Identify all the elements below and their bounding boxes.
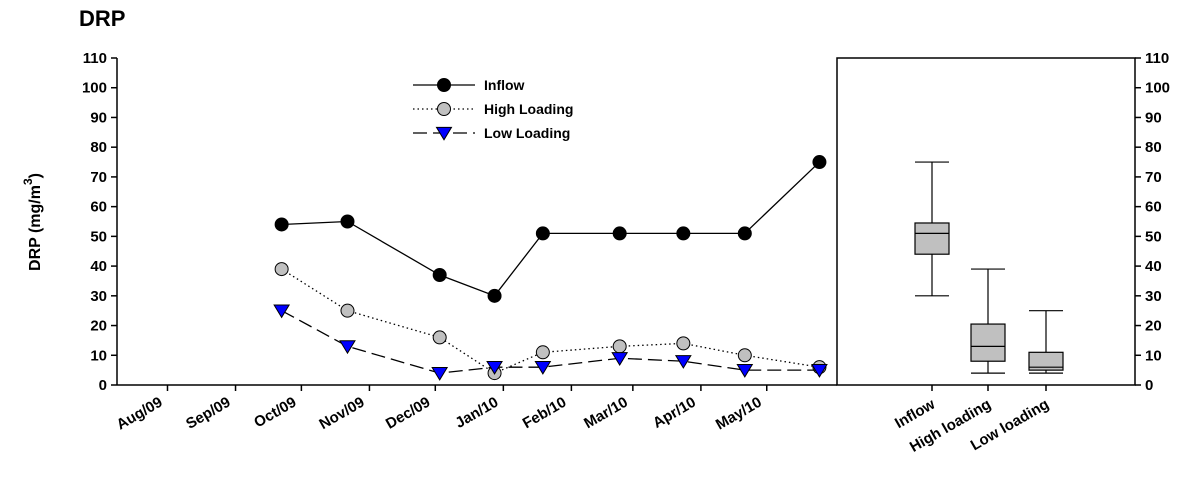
box-high-loading [970, 323, 1006, 362]
x-tick-label: Feb/10 [520, 394, 570, 432]
x-tick-label: Aug/09 [114, 394, 166, 434]
x-tick-label: Sep/09 [183, 394, 233, 433]
data-point-inflow [432, 268, 447, 283]
y-tick-label-right: 100 [1145, 80, 1170, 97]
y-tick-label-right: 110 [1145, 50, 1169, 67]
data-point-low-loading [486, 361, 503, 375]
y-axis-label-superscript: 3 [21, 178, 35, 185]
y-tick-label-right: 70 [1145, 169, 1162, 186]
series-line-low-loading [281, 310, 820, 374]
y-tick-label-right: 0 [1145, 377, 1153, 394]
data-point-high-loading [612, 339, 627, 354]
y-tick-label-right: 60 [1145, 199, 1162, 216]
data-point-low-loading [534, 361, 552, 375]
y-tick-label: 20 [90, 318, 107, 335]
x-tick-label: Oct/09 [251, 394, 299, 432]
y-tick-label: 100 [82, 80, 107, 97]
box-plot-frame [836, 57, 1136, 386]
data-point-high-loading [432, 330, 447, 345]
legend-marker-high-loading [437, 102, 451, 116]
x-tick-label: Nov/09 [316, 394, 367, 433]
y-tick-label: 80 [90, 139, 107, 156]
y-axis-label: DRP (mg/m [27, 185, 44, 271]
data-point-low-loading [811, 364, 828, 378]
x-tick-label: Dec/09 [383, 394, 433, 433]
time-series-plot: 0 10 20 30 40 50 60 70 80 90 100 110 Aug/09 Sep/09 Oct… [82, 50, 837, 433]
y-tick-label: 110 [83, 50, 107, 67]
y-tick-label-right: 50 [1145, 228, 1162, 245]
box-low-loading [1028, 351, 1064, 371]
y-axis-label-close: ) [27, 173, 44, 178]
x-tick-label: Jan/10 [452, 394, 501, 432]
data-point-inflow [737, 226, 752, 241]
legend-marker-low-loading [435, 126, 453, 141]
y-axis-title: DRP (mg/m3) [21, 173, 44, 271]
legend-label-high-loading: High Loading [484, 101, 573, 117]
data-point-inflow [340, 214, 355, 229]
data-point-high-loading [676, 336, 691, 351]
data-point-inflow [812, 155, 827, 170]
data-point-high-loading [535, 345, 550, 360]
data-point-low-loading [273, 304, 291, 319]
series-line-inflow [281, 161, 820, 297]
data-point-inflow [535, 226, 550, 241]
data-point-low-loading [339, 340, 356, 355]
y-tick-label: 40 [90, 258, 107, 275]
legend: Inflow High Loading Low Loading [413, 77, 573, 141]
y-tick-label-right: 80 [1145, 139, 1162, 156]
data-point-inflow [274, 217, 289, 232]
data-point-inflow [676, 226, 691, 241]
chart-title: DRP [79, 6, 125, 31]
data-point-inflow [487, 288, 502, 303]
y-tick-label-right: 10 [1145, 347, 1162, 364]
data-point-high-loading [737, 348, 752, 363]
y-tick-label: 50 [90, 228, 107, 245]
svg-text:DRP (mg/m3): DRP (mg/m3) [21, 173, 44, 271]
y-tick-label-right: 40 [1145, 258, 1162, 275]
x-tick-label: Mar/10 [581, 394, 631, 432]
y-tick-label: 60 [90, 199, 107, 216]
y-tick-label: 90 [90, 109, 107, 126]
data-point-low-loading [611, 352, 629, 366]
data-point-high-loading [274, 262, 289, 277]
legend-label-low-loading: Low Loading [484, 125, 570, 141]
legend-label-inflow: Inflow [484, 77, 525, 93]
x-tick-label: Apr/10 [650, 394, 699, 432]
y-tick-label: 70 [90, 169, 107, 186]
box-inflow [914, 222, 950, 255]
data-point-low-loading [431, 366, 449, 381]
data-point-low-loading [674, 355, 692, 369]
legend-marker-inflow [437, 78, 451, 92]
x-tick-label: May/10 [713, 394, 765, 434]
data-point-inflow [612, 226, 627, 241]
y-tick-label-right: 90 [1145, 109, 1162, 126]
y-tick-label-right: 20 [1145, 318, 1162, 335]
y-tick-label: 10 [90, 347, 107, 364]
data-point-low-loading [736, 364, 754, 378]
y-tick-label-right: 30 [1145, 288, 1162, 305]
y-tick-label: 30 [90, 288, 107, 305]
data-point-high-loading [340, 303, 355, 318]
y-tick-label: 0 [99, 377, 107, 394]
